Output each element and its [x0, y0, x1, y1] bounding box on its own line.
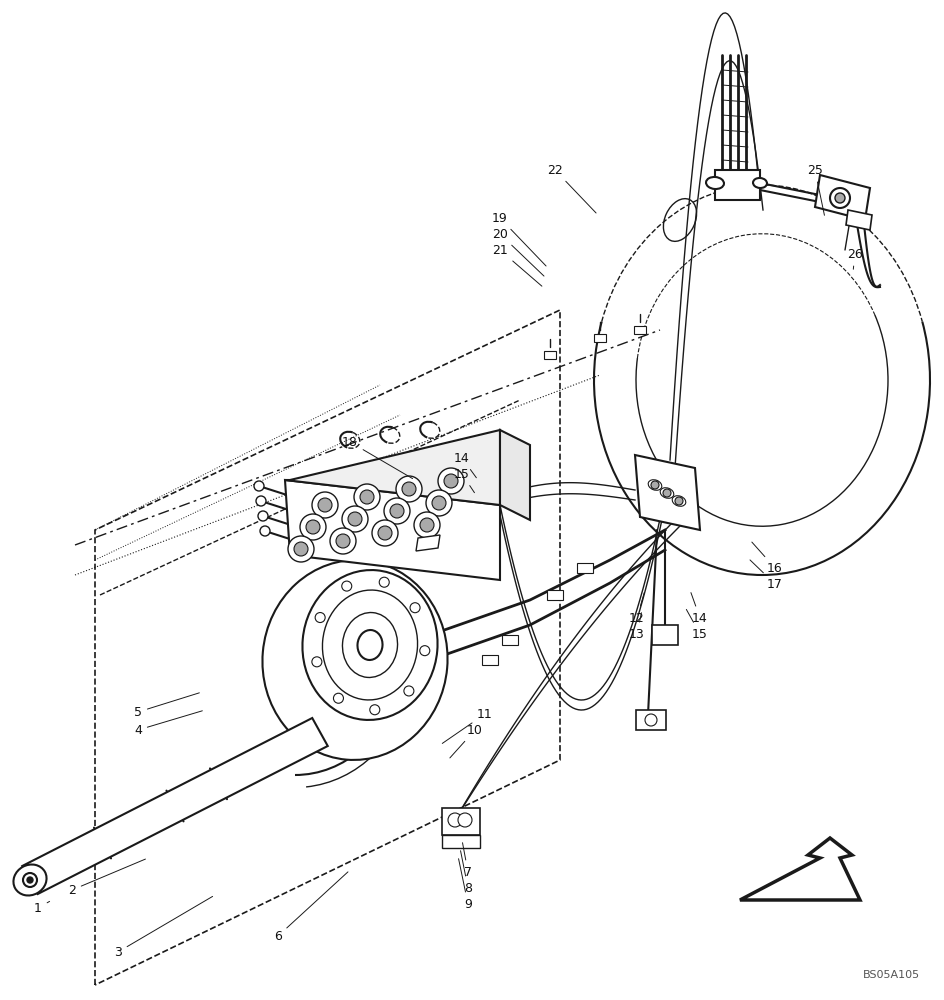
Circle shape	[342, 506, 368, 532]
Text: 15: 15	[454, 468, 475, 493]
Circle shape	[390, 504, 404, 518]
Text: 5: 5	[134, 693, 199, 718]
Ellipse shape	[343, 613, 397, 677]
Ellipse shape	[706, 177, 724, 189]
Polygon shape	[635, 455, 700, 530]
Text: 9: 9	[459, 859, 472, 910]
Circle shape	[448, 813, 462, 827]
Ellipse shape	[358, 630, 382, 660]
Polygon shape	[815, 175, 870, 220]
Ellipse shape	[660, 488, 674, 498]
Text: 3: 3	[114, 896, 212, 958]
Circle shape	[348, 512, 362, 526]
Circle shape	[372, 520, 398, 546]
Circle shape	[444, 474, 458, 488]
Text: BS05A105: BS05A105	[863, 970, 920, 980]
Circle shape	[288, 536, 314, 562]
Polygon shape	[442, 835, 480, 848]
Text: 8: 8	[461, 851, 472, 894]
Circle shape	[294, 542, 308, 556]
Circle shape	[830, 188, 850, 208]
Circle shape	[384, 498, 410, 524]
Circle shape	[306, 520, 320, 534]
Text: 21: 21	[492, 243, 542, 286]
Circle shape	[426, 490, 452, 516]
Circle shape	[378, 526, 392, 540]
Circle shape	[438, 468, 464, 494]
Polygon shape	[636, 710, 666, 730]
Polygon shape	[577, 563, 593, 573]
Circle shape	[414, 512, 440, 538]
Text: 10: 10	[450, 724, 483, 758]
Text: 14: 14	[691, 593, 708, 624]
Circle shape	[258, 511, 268, 521]
Circle shape	[260, 526, 270, 536]
Ellipse shape	[753, 178, 767, 188]
Text: 12: 12	[629, 593, 645, 624]
Circle shape	[336, 534, 350, 548]
Polygon shape	[547, 590, 563, 600]
Polygon shape	[715, 170, 760, 200]
Circle shape	[330, 528, 356, 554]
Ellipse shape	[649, 480, 662, 490]
Polygon shape	[846, 210, 872, 230]
Text: 4: 4	[134, 711, 202, 736]
Text: 13: 13	[629, 613, 645, 641]
Circle shape	[663, 489, 671, 497]
Polygon shape	[416, 535, 440, 551]
Circle shape	[312, 492, 338, 518]
Ellipse shape	[672, 496, 685, 506]
Polygon shape	[740, 838, 860, 900]
Circle shape	[432, 496, 446, 510]
Circle shape	[354, 484, 380, 510]
Circle shape	[256, 496, 266, 506]
Ellipse shape	[262, 560, 447, 760]
Text: 19: 19	[492, 212, 546, 266]
Ellipse shape	[302, 570, 438, 720]
Circle shape	[300, 514, 326, 540]
Text: 20: 20	[492, 228, 544, 276]
Text: 22: 22	[548, 163, 596, 213]
Circle shape	[651, 481, 659, 489]
Polygon shape	[285, 480, 500, 580]
Circle shape	[402, 482, 416, 496]
Text: 7: 7	[463, 843, 472, 879]
Polygon shape	[500, 430, 530, 520]
Text: 16: 16	[751, 542, 783, 574]
Text: 25: 25	[807, 163, 824, 215]
Circle shape	[645, 714, 657, 726]
Polygon shape	[502, 635, 518, 645]
Polygon shape	[482, 655, 498, 665]
Polygon shape	[442, 808, 480, 835]
Polygon shape	[594, 334, 606, 342]
Text: 2: 2	[68, 859, 145, 896]
Circle shape	[27, 877, 33, 883]
Circle shape	[458, 813, 472, 827]
Ellipse shape	[13, 865, 46, 895]
Ellipse shape	[323, 590, 417, 700]
Text: 6: 6	[274, 872, 348, 942]
Polygon shape	[652, 625, 678, 645]
Circle shape	[396, 476, 422, 502]
Text: 11: 11	[443, 708, 493, 743]
Circle shape	[254, 481, 264, 491]
Polygon shape	[544, 351, 556, 359]
Circle shape	[420, 518, 434, 532]
Text: 18: 18	[342, 436, 413, 479]
Text: 14: 14	[454, 452, 477, 478]
Circle shape	[675, 497, 683, 505]
Text: 17: 17	[750, 560, 783, 590]
Text: 1: 1	[34, 901, 50, 914]
Circle shape	[318, 498, 332, 512]
Polygon shape	[634, 326, 646, 334]
Polygon shape	[23, 718, 328, 894]
Polygon shape	[285, 430, 500, 505]
Text: 15: 15	[686, 609, 708, 641]
Text: 26: 26	[847, 247, 863, 269]
Circle shape	[835, 193, 845, 203]
Circle shape	[23, 873, 37, 887]
Circle shape	[360, 490, 374, 504]
